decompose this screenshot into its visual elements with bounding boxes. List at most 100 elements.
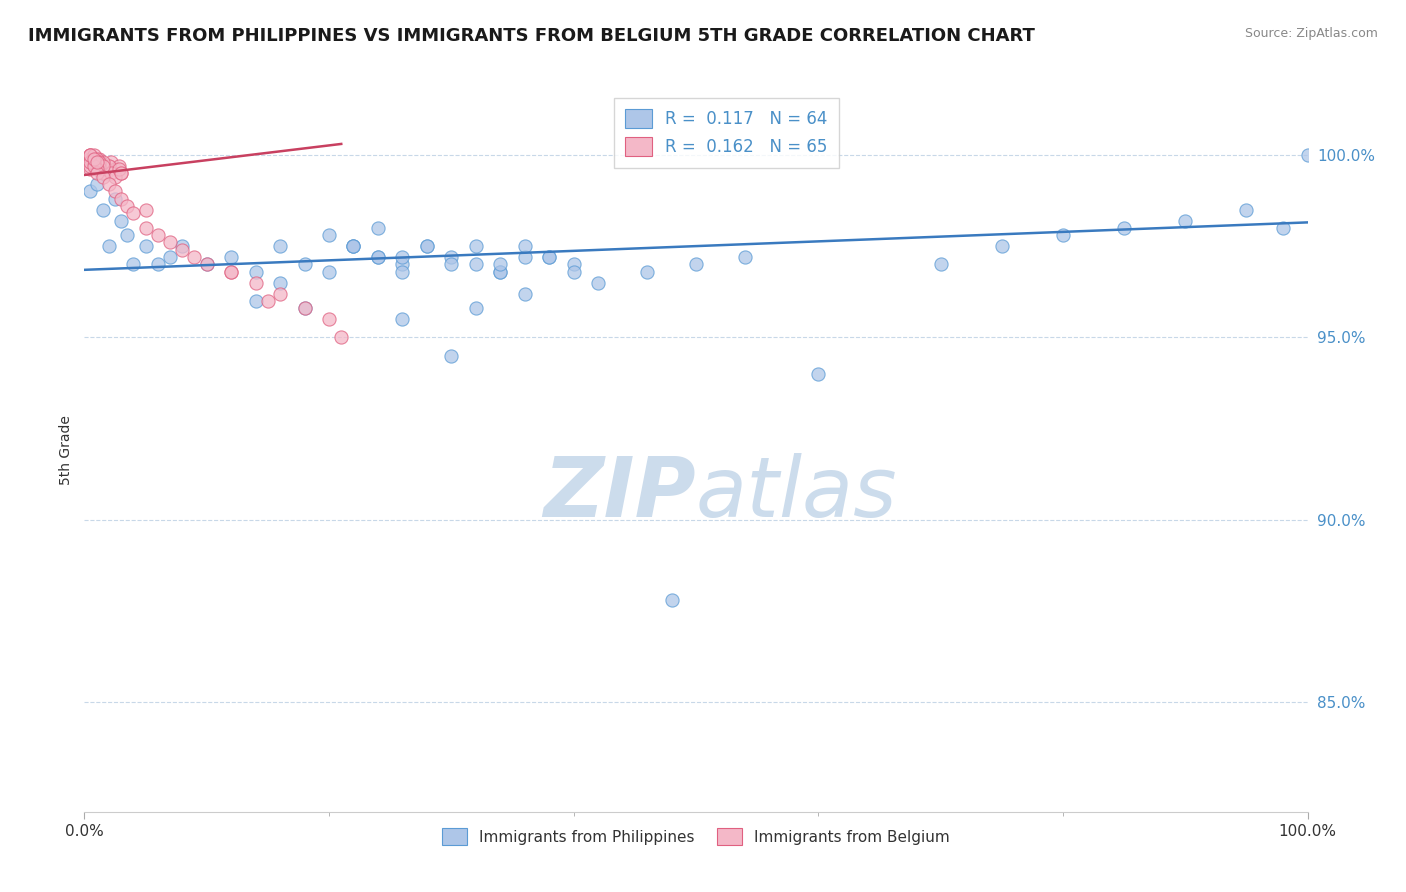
Point bbox=[122, 206, 145, 220]
Point bbox=[86, 152, 108, 166]
Point bbox=[294, 257, 316, 271]
Point bbox=[86, 155, 108, 169]
Point bbox=[100, 155, 122, 169]
Text: atlas: atlas bbox=[696, 453, 897, 534]
Point bbox=[685, 257, 707, 271]
Text: ZIP: ZIP bbox=[543, 453, 696, 534]
Point bbox=[440, 250, 463, 264]
Point bbox=[87, 159, 110, 173]
Point bbox=[416, 239, 439, 253]
Point bbox=[122, 257, 145, 271]
Point bbox=[367, 220, 389, 235]
Point bbox=[110, 192, 132, 206]
Point bbox=[100, 166, 122, 180]
Point bbox=[513, 286, 536, 301]
Point bbox=[79, 148, 101, 162]
Point bbox=[391, 250, 413, 264]
Point bbox=[245, 276, 267, 290]
Point bbox=[342, 239, 364, 253]
Point bbox=[464, 301, 486, 315]
Point bbox=[87, 155, 110, 169]
Text: IMMIGRANTS FROM PHILIPPINES VS IMMIGRANTS FROM BELGIUM 5TH GRADE CORRELATION CHA: IMMIGRANTS FROM PHILIPPINES VS IMMIGRANT… bbox=[28, 27, 1035, 45]
Point bbox=[269, 286, 291, 301]
Point bbox=[86, 159, 108, 173]
Point bbox=[562, 257, 585, 271]
Point bbox=[79, 159, 101, 173]
Point bbox=[172, 239, 194, 253]
Point bbox=[96, 162, 118, 177]
Point bbox=[562, 265, 585, 279]
Point bbox=[83, 155, 105, 169]
Point bbox=[83, 155, 105, 169]
Point bbox=[86, 162, 108, 177]
Point bbox=[104, 169, 127, 184]
Point bbox=[87, 159, 110, 173]
Point bbox=[79, 162, 101, 177]
Point bbox=[172, 243, 194, 257]
Point bbox=[79, 148, 101, 162]
Point bbox=[86, 177, 108, 191]
Point bbox=[367, 250, 389, 264]
Point bbox=[97, 239, 120, 253]
Point bbox=[991, 239, 1014, 253]
Point bbox=[342, 239, 364, 253]
Point bbox=[86, 155, 108, 169]
Point bbox=[91, 202, 114, 217]
Point bbox=[110, 166, 132, 180]
Point bbox=[489, 265, 512, 279]
Point bbox=[734, 250, 756, 264]
Point bbox=[83, 152, 105, 166]
Point bbox=[538, 250, 561, 264]
Point bbox=[440, 257, 463, 271]
Point bbox=[661, 593, 683, 607]
Point bbox=[135, 220, 157, 235]
Point bbox=[219, 250, 242, 264]
Point bbox=[1236, 202, 1258, 217]
Point bbox=[87, 152, 110, 166]
Point bbox=[86, 162, 108, 177]
Point bbox=[489, 257, 512, 271]
Point bbox=[83, 159, 105, 173]
Point bbox=[391, 257, 413, 271]
Point bbox=[195, 257, 218, 271]
Point bbox=[219, 265, 242, 279]
Point bbox=[79, 152, 101, 166]
Point bbox=[416, 239, 439, 253]
Point bbox=[146, 228, 169, 243]
Point bbox=[91, 166, 114, 180]
Point bbox=[91, 159, 114, 173]
Point bbox=[83, 159, 105, 173]
Point bbox=[929, 257, 952, 271]
Point bbox=[330, 330, 353, 344]
Text: Source: ZipAtlas.com: Source: ZipAtlas.com bbox=[1244, 27, 1378, 40]
Point bbox=[110, 166, 132, 180]
Point bbox=[513, 239, 536, 253]
Point bbox=[318, 312, 340, 326]
Y-axis label: 5th Grade: 5th Grade bbox=[59, 416, 73, 485]
Point bbox=[96, 166, 118, 180]
Point bbox=[159, 235, 181, 250]
Point bbox=[110, 213, 132, 227]
Point bbox=[97, 159, 120, 173]
Point bbox=[367, 250, 389, 264]
Legend: Immigrants from Philippines, Immigrants from Belgium: Immigrants from Philippines, Immigrants … bbox=[433, 819, 959, 855]
Point bbox=[464, 239, 486, 253]
Point bbox=[79, 148, 101, 162]
Point bbox=[219, 265, 242, 279]
Point bbox=[97, 177, 120, 191]
Point bbox=[83, 155, 105, 169]
Point bbox=[83, 152, 105, 166]
Point bbox=[391, 265, 413, 279]
Point bbox=[107, 159, 129, 173]
Point bbox=[91, 162, 114, 177]
Point bbox=[135, 202, 157, 217]
Point bbox=[1114, 220, 1136, 235]
Point bbox=[115, 228, 138, 243]
Point bbox=[83, 148, 105, 162]
Point bbox=[269, 239, 291, 253]
Point bbox=[1052, 228, 1074, 243]
Point bbox=[1296, 148, 1319, 162]
Point bbox=[195, 257, 218, 271]
Point bbox=[104, 162, 127, 177]
Point bbox=[807, 367, 830, 381]
